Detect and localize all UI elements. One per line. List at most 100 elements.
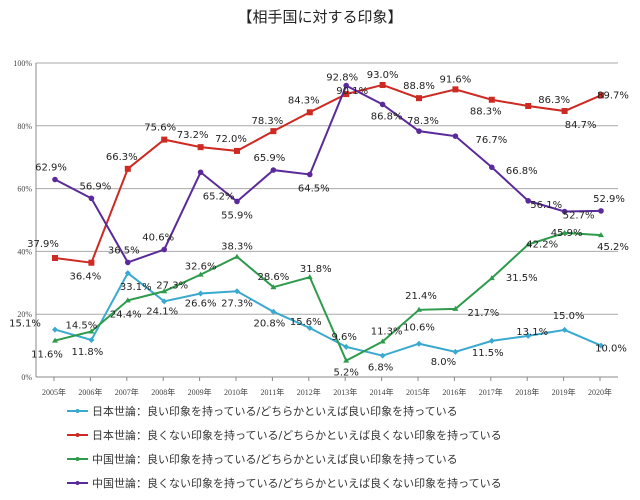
data-point (525, 198, 531, 204)
data-label: 14.5% (66, 320, 98, 331)
data-label: 11.5% (472, 348, 504, 359)
data-label: 89.7% (597, 90, 629, 101)
data-point (343, 357, 350, 363)
data-point (125, 259, 131, 266)
data-point (52, 254, 58, 261)
data-point (52, 176, 58, 183)
data-point (452, 133, 459, 139)
data-point (343, 91, 350, 98)
x-tick-label: 2020年 (588, 387, 612, 397)
data-label: 24.4% (110, 309, 142, 320)
data-point (197, 271, 204, 277)
x-tick-label: 2009年 (188, 387, 212, 397)
y-tick-label: 40% (17, 247, 32, 256)
data-point (452, 348, 459, 355)
data-point (598, 92, 604, 99)
x-tick-label: 2017年 (479, 387, 503, 397)
data-label: 9.6% (331, 332, 356, 343)
data-point (88, 195, 95, 202)
data-label: 78.3% (252, 116, 284, 127)
x-tick-label: 2015年 (406, 387, 430, 397)
data-label: 36.5% (108, 245, 140, 256)
y-tick-label: 20% (17, 310, 32, 319)
data-point (343, 82, 350, 89)
data-point (234, 288, 240, 295)
data-label: 76.7% (476, 135, 508, 146)
data-label: 27.3% (221, 298, 253, 309)
data-label: 56.1% (530, 200, 562, 211)
data-label: 56.9% (80, 181, 112, 192)
data-point (234, 253, 240, 259)
data-point (343, 343, 350, 350)
x-tick-label: 2013年 (333, 387, 357, 397)
data-label: 92.8% (326, 73, 358, 84)
data-label: 5.2% (333, 368, 358, 379)
x-tick-label: 2006年 (78, 387, 102, 397)
data-label: 84.7% (565, 120, 597, 131)
series-line (54, 84, 602, 264)
data-label: 26.6% (185, 298, 217, 309)
data-point (416, 306, 422, 312)
data-label: 90.1% (336, 86, 368, 97)
x-tick-label: 2014年 (370, 387, 394, 397)
data-label: 21.4% (405, 291, 437, 302)
x-tick-label: 2010年 (224, 387, 248, 397)
data-label: 66.8% (506, 166, 538, 177)
y-tick-label: 100% (13, 59, 32, 68)
data-point (52, 337, 58, 343)
data-label: 8.0% (431, 357, 456, 368)
data-label: 88.8% (403, 81, 435, 92)
data-label: 20.8% (254, 319, 286, 330)
data-point (197, 169, 204, 176)
data-label: 11.3% (371, 327, 403, 338)
data-label: 13.1% (516, 327, 548, 338)
data-label: 21.7% (468, 308, 500, 319)
legend-label: 中国世論：良い印象を持っている/どちらかといえば良い印象を持っている (92, 452, 458, 466)
data-label: 33.1% (120, 282, 152, 293)
legend-marker (75, 409, 80, 413)
data-point (307, 171, 313, 178)
data-point (525, 241, 532, 247)
data-point (197, 290, 204, 297)
data-label: 11.8% (72, 347, 104, 358)
data-label: 45.9% (551, 228, 583, 239)
data-label: 75.6% (144, 123, 176, 134)
legend-marker (75, 457, 80, 461)
data-label: 38.3% (221, 242, 253, 253)
legend-label: 日本世論：良くない印象を持っている/どちらかといえば良くない印象を持っている (92, 428, 502, 442)
data-point (270, 284, 277, 290)
data-label: 52.7% (563, 211, 595, 222)
data-point (88, 328, 95, 334)
data-point (379, 101, 386, 108)
data-point (306, 325, 313, 332)
data-point (197, 144, 204, 151)
data-label: 31.8% (300, 264, 332, 275)
data-label: 55.9% (221, 210, 253, 221)
x-tick-label: 2019年 (552, 387, 576, 397)
data-label: 91.6% (440, 74, 472, 85)
legend-marker (75, 433, 80, 437)
y-tick-label: 80% (17, 122, 32, 131)
data-label: 15.0% (553, 311, 585, 322)
data-point (88, 336, 95, 343)
data-label: 84.3% (288, 95, 320, 106)
data-point (270, 128, 277, 135)
data-label: 78.3% (407, 116, 439, 127)
data-point (234, 198, 240, 205)
data-point (161, 136, 168, 143)
data-point (306, 274, 313, 280)
x-tick-label: 2007年 (115, 387, 139, 397)
x-tick-label: 2016年 (442, 387, 466, 397)
data-point (124, 270, 131, 277)
data-point (488, 96, 495, 103)
y-tick-label: 0% (21, 373, 32, 382)
series-line (54, 83, 602, 264)
data-point (598, 208, 604, 214)
data-label: 11.6% (31, 350, 63, 361)
data-label: 32.6% (185, 262, 217, 273)
data-point (124, 165, 131, 172)
x-tick-label: 2012年 (297, 387, 321, 397)
data-label: 52.9% (593, 194, 625, 205)
data-label: 40.6% (142, 233, 174, 244)
